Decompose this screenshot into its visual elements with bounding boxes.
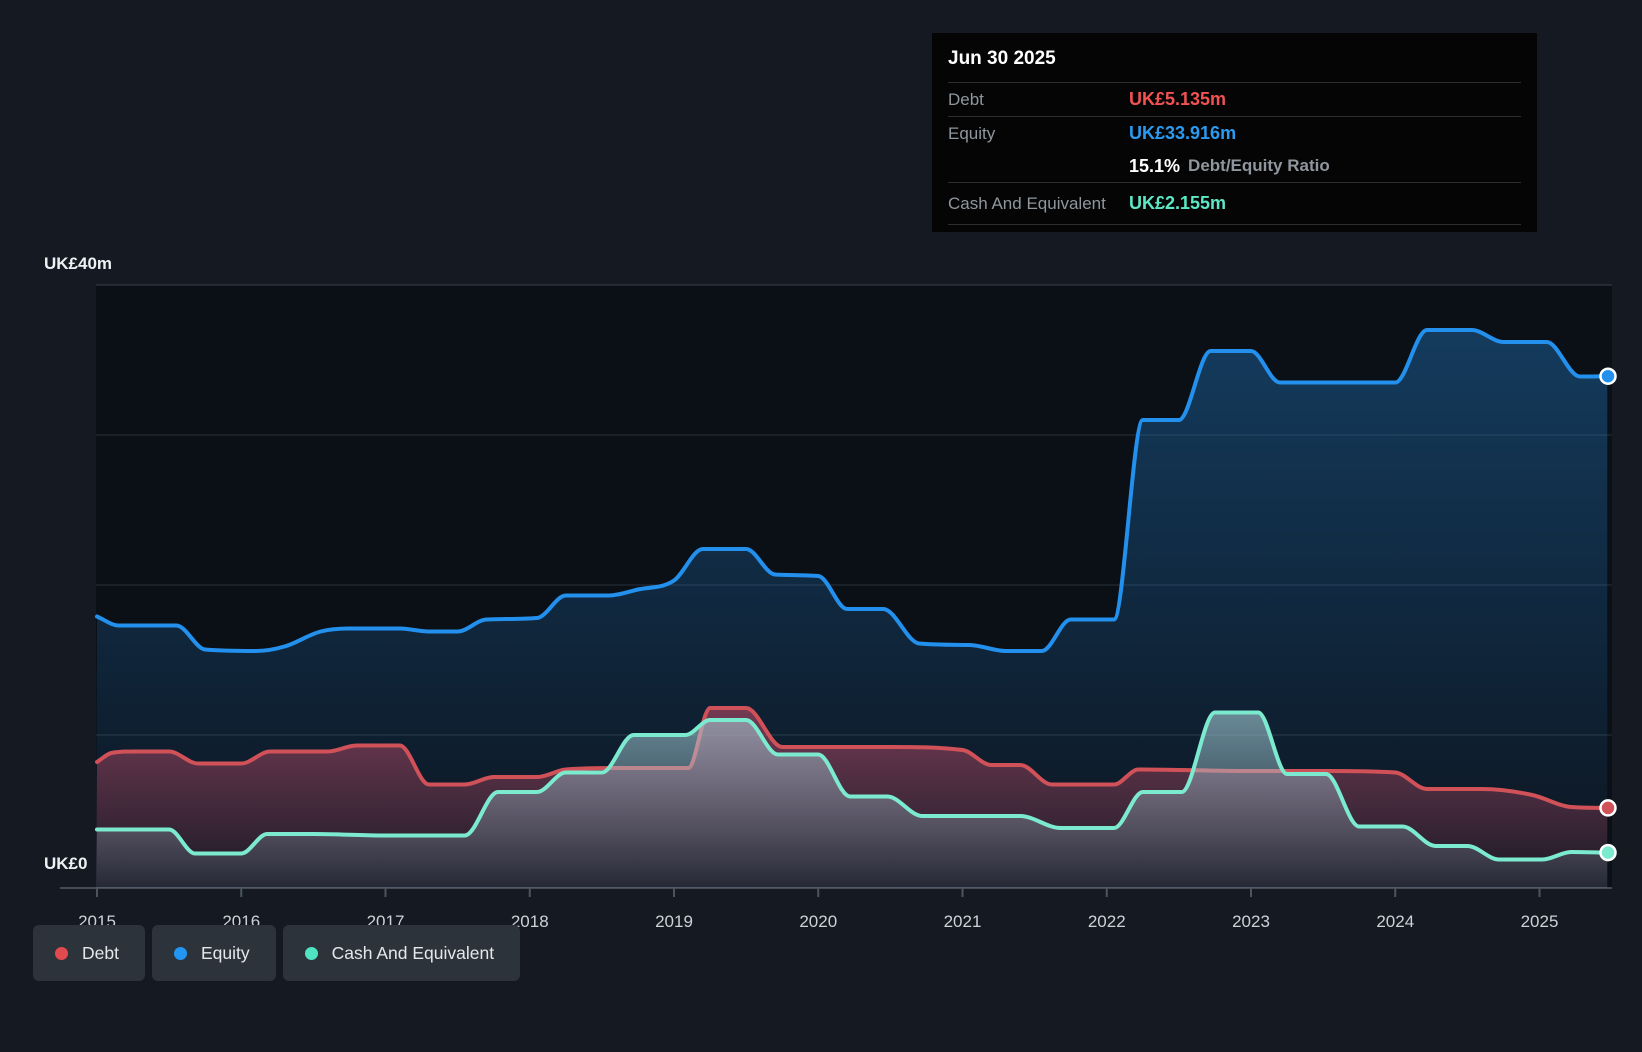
legend-pill-cash[interactable]: Cash And Equivalent: [283, 925, 520, 981]
legend-equity-label: Equity: [201, 943, 250, 964]
legend-pill-debt[interactable]: Debt: [33, 925, 145, 981]
legend-debt-label: Debt: [82, 943, 119, 964]
tooltip-row-cash: Cash And Equivalent UK£2.155m: [948, 182, 1521, 224]
tooltip-debt-value: UK£5.135m: [1129, 89, 1226, 110]
tooltip-cash-label: Cash And Equivalent: [948, 194, 1129, 214]
svg-text:UK£0: UK£0: [44, 854, 87, 873]
debt-end-marker: [1601, 800, 1616, 815]
tooltip-row-equity: Equity UK£33.916m: [948, 116, 1521, 150]
svg-text:2019: 2019: [655, 912, 693, 931]
debt-dot-icon: [55, 947, 68, 960]
svg-text:2020: 2020: [799, 912, 837, 931]
svg-text:UK£40m: UK£40m: [44, 254, 112, 273]
tooltip-equity-value: UK£33.916m: [1129, 123, 1236, 144]
legend-pill-equity[interactable]: Equity: [152, 925, 276, 981]
tooltip-equity-label: Equity: [948, 124, 1129, 144]
tooltip-ratio-value: 15.1%: [1129, 156, 1180, 177]
cash-dot-icon: [305, 947, 318, 960]
tooltip-row-ratio: 15.1% Debt/Equity Ratio: [948, 150, 1521, 182]
svg-text:2023: 2023: [1232, 912, 1270, 931]
tooltip-bottom-rule: [948, 224, 1521, 232]
svg-text:2021: 2021: [944, 912, 982, 931]
debt-equity-history-panel: 2015201620172018201920202021202220232024…: [0, 0, 1642, 1052]
svg-text:2022: 2022: [1088, 912, 1126, 931]
tooltip-debt-label: Debt: [948, 90, 1129, 110]
equity-dot-icon: [174, 947, 187, 960]
svg-text:2024: 2024: [1376, 912, 1414, 931]
legend-cash-label: Cash And Equivalent: [332, 943, 494, 964]
tooltip-date: Jun 30 2025: [948, 33, 1521, 82]
equity-end-marker: [1601, 369, 1616, 384]
tooltip-row-debt: Debt UK£5.135m: [948, 82, 1521, 116]
tooltip-cash-value: UK£2.155m: [1129, 193, 1226, 214]
tooltip-ratio-label: Debt/Equity Ratio: [1188, 156, 1330, 176]
cash-end-marker: [1601, 845, 1616, 860]
chart-tooltip: Jun 30 2025 Debt UK£5.135m Equity UK£33.…: [932, 33, 1537, 232]
chart-legend: Debt Equity Cash And Equivalent: [33, 925, 520, 981]
svg-text:2025: 2025: [1521, 912, 1559, 931]
